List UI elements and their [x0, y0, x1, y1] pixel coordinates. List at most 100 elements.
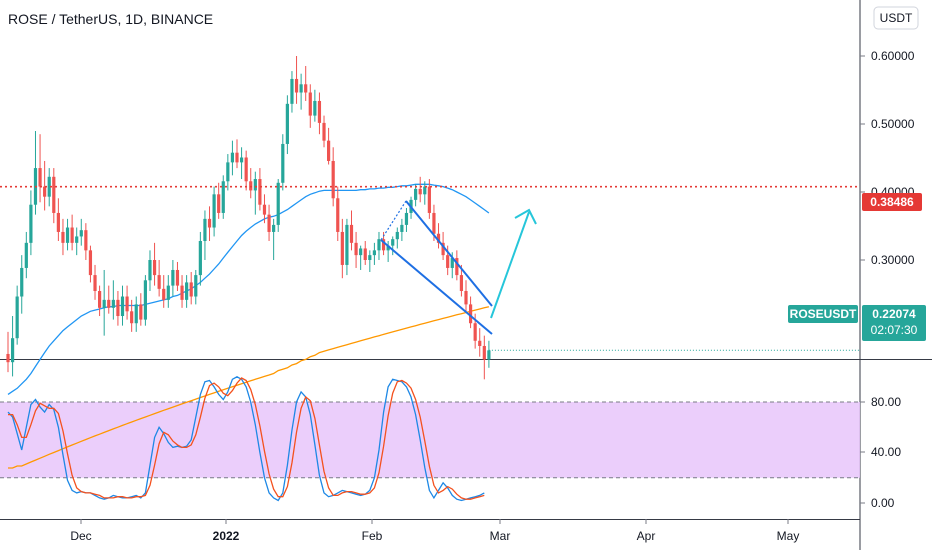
candle-body: [15, 296, 19, 339]
candle: [75, 227, 79, 256]
candle: [88, 245, 93, 283]
price-tick-label: 0.60000: [871, 49, 915, 63]
candle: [253, 171, 257, 215]
candle-body: [322, 122, 326, 141]
candle-body: [217, 194, 221, 213]
candle: [487, 340, 491, 368]
candle: [427, 179, 431, 219]
candle-body: [404, 212, 409, 225]
candle: [423, 181, 427, 205]
candle-body: [359, 248, 363, 256]
currency-button[interactable]: USDT: [873, 6, 919, 30]
candle-body: [377, 239, 381, 251]
candle-body: [450, 258, 454, 268]
candle-body: [235, 152, 239, 163]
candle: [70, 214, 74, 251]
candle-body: [143, 280, 147, 320]
candle-body: [363, 248, 367, 260]
candle-body: [455, 258, 459, 276]
time-tick-label: Mar: [490, 529, 511, 543]
currency-button-frame[interactable]: [873, 6, 919, 30]
candle: [198, 231, 202, 286]
candle-body: [166, 285, 170, 300]
candle-body: [368, 255, 372, 260]
candle-body: [317, 100, 322, 123]
time-tick-label: May: [777, 529, 800, 543]
candle: [10, 316, 15, 377]
candle: [418, 176, 422, 203]
candle: [349, 210, 354, 251]
candle: [226, 154, 230, 191]
candle-body: [102, 299, 106, 308]
candle-body: [395, 231, 399, 240]
axes-labels: 0.600000.500000.400000.3000080.0040.000.…: [70, 49, 914, 543]
candle-body: [244, 157, 248, 182]
ma-slow-line: [8, 306, 490, 469]
candle-body: [464, 291, 468, 305]
candle: [258, 168, 262, 211]
candle-body: [478, 340, 482, 346]
candle: [340, 218, 344, 279]
candle-body: [308, 92, 312, 116]
candle-body: [327, 140, 331, 161]
candle: [272, 218, 276, 260]
candle: [203, 210, 207, 260]
candle-body: [52, 176, 56, 213]
stoch-band-fill: [0, 402, 860, 478]
candle: [436, 223, 441, 249]
candle-body: [10, 338, 15, 363]
candle: [152, 242, 157, 286]
stoch-tick-label: 40.00: [871, 445, 901, 459]
candle: [400, 218, 404, 242]
candle: [6, 331, 10, 373]
candle-body: [79, 230, 83, 237]
stoch-tick-label: 80.00: [871, 395, 901, 409]
candle-body: [313, 100, 317, 116]
candle-body: [61, 231, 65, 243]
candle-body: [6, 353, 10, 363]
ma-fast-line: [7, 183, 490, 395]
candle-body: [93, 275, 97, 292]
candle-body: [473, 323, 477, 341]
candle: [230, 140, 235, 176]
candle: [116, 291, 120, 326]
candle-body: [441, 242, 445, 256]
candle: [98, 285, 102, 317]
candle: [84, 223, 88, 260]
candle: [294, 56, 299, 104]
candle-body: [171, 269, 175, 286]
candle-body: [65, 227, 70, 243]
candle-body: [111, 299, 115, 308]
candle: [125, 285, 129, 320]
candle: [194, 269, 198, 305]
currency-button-label[interactable]: USDT: [880, 11, 913, 25]
time-tick-label: Feb: [362, 529, 383, 543]
candle: [482, 335, 486, 380]
last-price-badge: 0.22074 02:07:30: [862, 305, 926, 341]
candle: [377, 231, 381, 260]
projection-arrow-shaft: [490, 211, 530, 319]
candle-body: [139, 304, 143, 320]
candle-body: [70, 227, 74, 243]
candle-body: [212, 194, 216, 228]
candle: [281, 134, 285, 191]
last-price-countdown: 02:07:30: [871, 323, 918, 337]
candle: [61, 218, 65, 256]
candle: [65, 218, 70, 251]
candle: [267, 204, 271, 242]
symbol-badge: ROSEUSDT: [788, 305, 858, 323]
candle: [414, 184, 418, 207]
candle: [455, 250, 459, 281]
candle: [43, 160, 47, 211]
candle: [189, 272, 193, 305]
candle: [327, 127, 331, 165]
candle: [478, 328, 482, 357]
candle: [404, 207, 409, 232]
candle-body: [285, 103, 289, 144]
candle: [130, 299, 134, 332]
candle-body: [43, 186, 47, 197]
candle-body: [386, 245, 390, 251]
candle-body: [207, 218, 212, 228]
candle-body: [148, 260, 152, 281]
